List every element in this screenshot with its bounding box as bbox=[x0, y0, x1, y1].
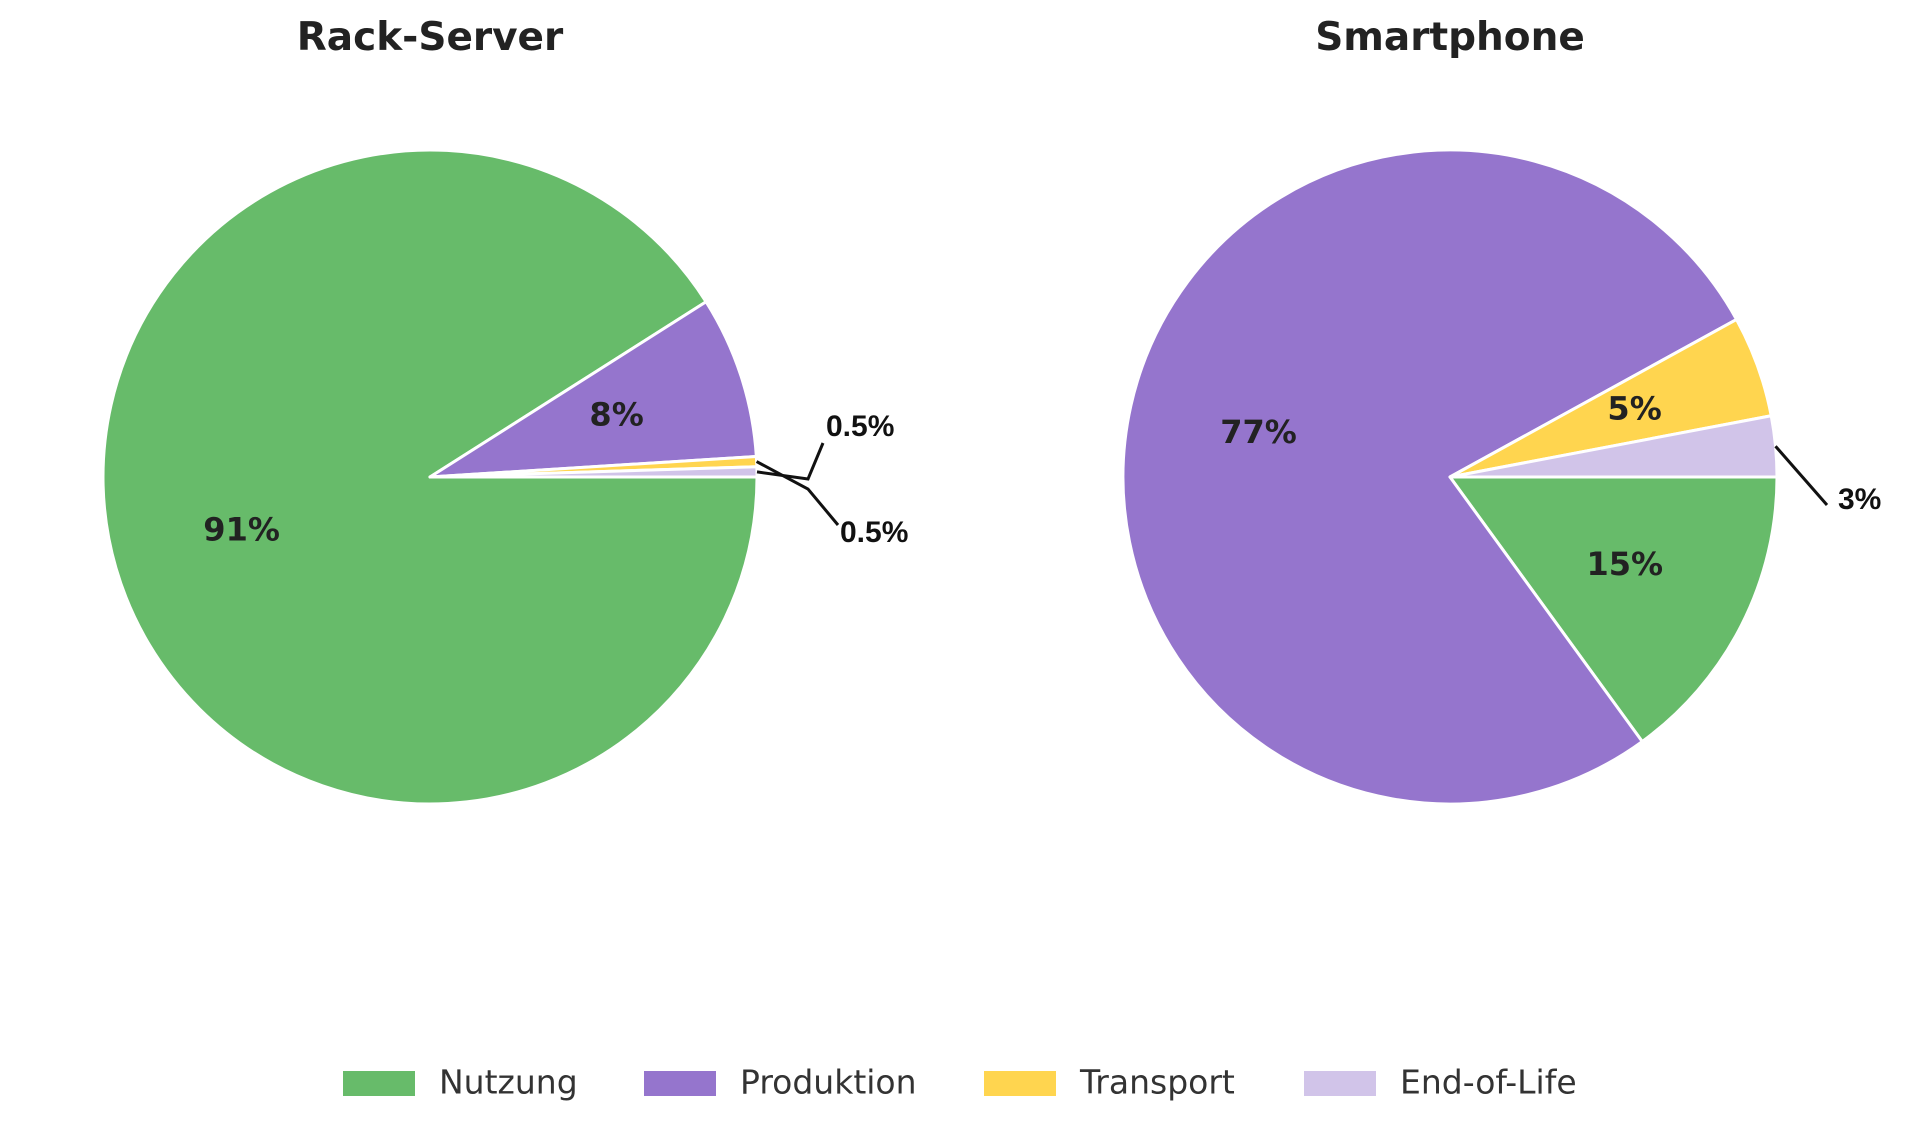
rack-server-leader-end-of-life bbox=[756, 442, 825, 481]
rack-server-slice-produktion bbox=[428, 300, 758, 479]
rack-server-leader-transport bbox=[755, 460, 840, 526]
smartphone-label-nutzung: 15% bbox=[1587, 545, 1664, 583]
rack-server-pie: Rack-Server 91% 8% 0.5% 0.5% bbox=[101, 15, 908, 806]
rack-server-label-end-of-life: 0.5% bbox=[826, 410, 894, 443]
legend-label-transport: Transport bbox=[1079, 1063, 1235, 1102]
smartphone-label-produktion: 77% bbox=[1220, 413, 1297, 451]
legend-swatch-produktion bbox=[644, 1071, 716, 1096]
rack-server-label-transport: 0.5% bbox=[840, 516, 908, 549]
smartphone-label-transport: 5% bbox=[1607, 390, 1661, 428]
legend: Nutzung Produktion Transport End-of-Life bbox=[343, 1063, 1577, 1102]
smartphone-label-end-of-life: 3% bbox=[1838, 483, 1881, 516]
smartphone-title: Smartphone bbox=[1315, 15, 1585, 60]
rack-server-label-produktion: 8% bbox=[589, 395, 643, 433]
smartphone-slice-nutzung bbox=[1448, 475, 1779, 744]
legend-swatch-nutzung bbox=[343, 1071, 415, 1096]
legend-label-produktion: Produktion bbox=[740, 1063, 917, 1102]
legend-label-nutzung: Nutzung bbox=[439, 1063, 578, 1102]
rack-server-label-nutzung: 91% bbox=[203, 511, 280, 549]
smartphone-pie: Smartphone 15% 77% 5% 3% bbox=[1121, 15, 1881, 806]
legend-swatch-transport bbox=[984, 1071, 1056, 1096]
rack-server-title: Rack-Server bbox=[297, 15, 564, 60]
smartphone-slice-produktion bbox=[1121, 148, 1739, 806]
legend-label-end-of-life: End-of-Life bbox=[1400, 1063, 1577, 1102]
legend-swatch-end-of-life bbox=[1304, 1071, 1376, 1096]
smartphone-leader-end-of-life bbox=[1774, 445, 1829, 506]
rack-server-slice-end-of-life bbox=[428, 465, 759, 479]
